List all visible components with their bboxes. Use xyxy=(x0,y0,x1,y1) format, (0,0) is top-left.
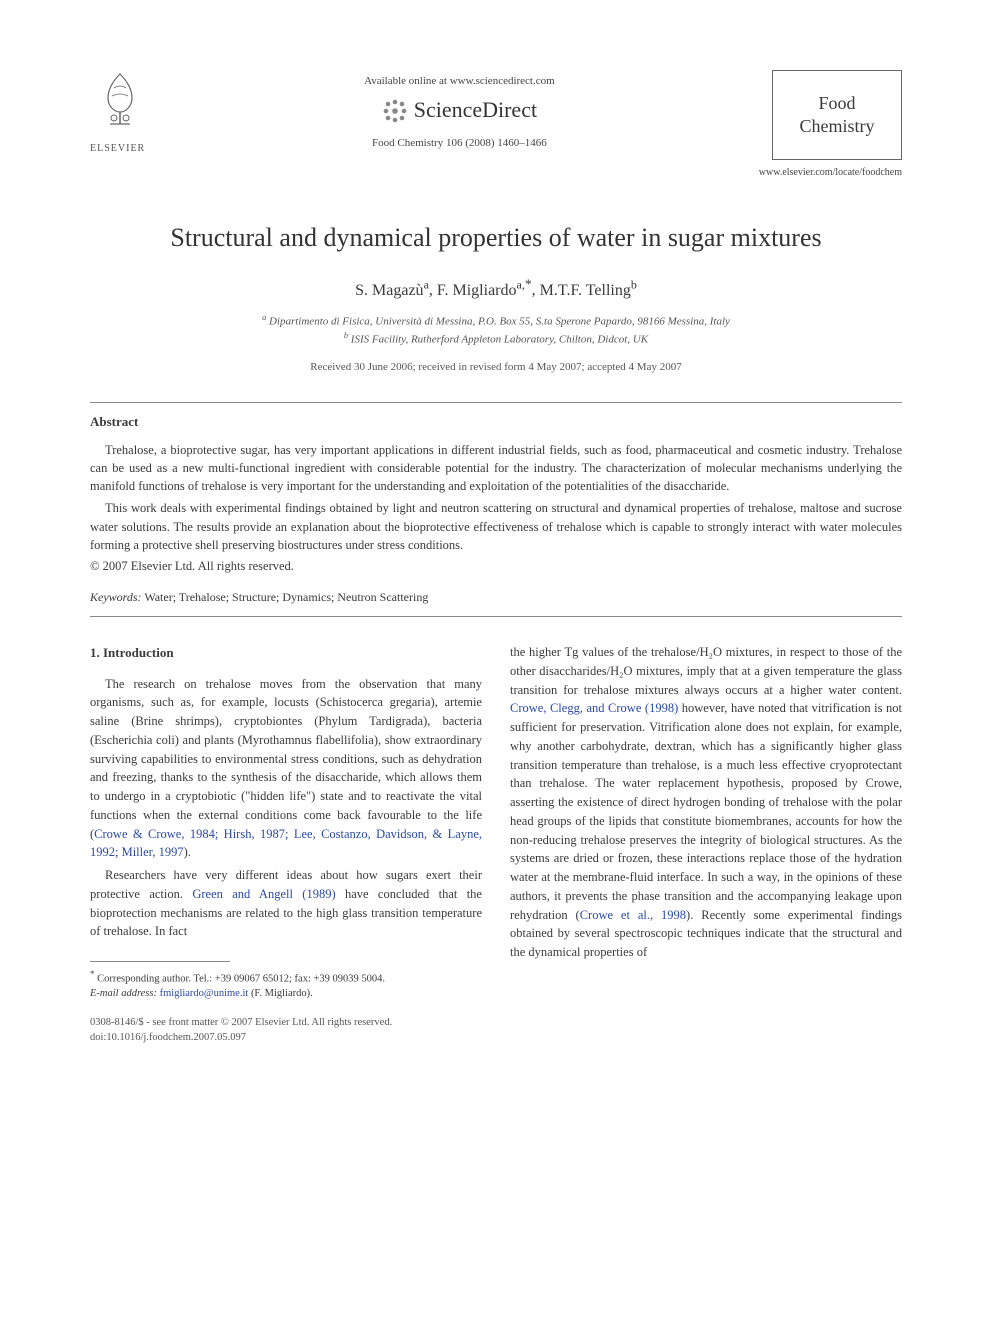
footnote-divider xyxy=(90,961,230,962)
sciencedirect-icon xyxy=(382,98,408,124)
keywords-line: Keywords: Water; Trehalose; Structure; D… xyxy=(90,589,902,606)
intro-paragraph-2: Researchers have very different ideas ab… xyxy=(90,866,482,941)
affiliation-b: b ISIS Facility, Rutherford Appleton Lab… xyxy=(90,330,902,348)
intro-paragraph-1: The research on trehalose moves from the… xyxy=(90,675,482,863)
header-right: Food Chemistry www.elsevier.com/locate/f… xyxy=(759,70,902,180)
sciencedirect-text: ScienceDirect xyxy=(414,95,537,126)
publisher-logo: ELSEVIER xyxy=(90,70,160,156)
article-dates: Received 30 June 2006; received in revis… xyxy=(90,360,902,375)
journal-url: www.elsevier.com/locate/foodchem xyxy=(759,166,902,180)
keywords-text: Water; Trehalose; Structure; Dynamics; N… xyxy=(142,590,429,604)
doi-text: doi:10.1016/j.foodchem.2007.05.097 xyxy=(90,1031,482,1046)
copyright-text: © 2007 Elsevier Ltd. All rights reserved… xyxy=(90,558,902,576)
sciencedirect-logo: ScienceDirect xyxy=(160,95,759,126)
journal-reference: Food Chemistry 106 (2008) 1460–1466 xyxy=(160,136,759,151)
citation-link[interactable]: Green and Angell (1989) xyxy=(192,887,335,901)
divider-bottom xyxy=(90,616,902,617)
left-column: 1. Introduction The research on trehalos… xyxy=(90,643,482,1045)
intro-paragraph-3: the higher Tg values of the trehalose/H₂… xyxy=(510,643,902,962)
keywords-label: Keywords: xyxy=(90,590,142,604)
corresponding-author-footnote: * Corresponding author. Tel.: +39 09067 … xyxy=(90,968,482,1002)
author-2: F. Migliardoa,* xyxy=(437,282,532,299)
email-link[interactable]: fmigliardo@unime.it xyxy=(160,988,249,999)
citation-link[interactable]: Crowe et al., 1998 xyxy=(580,908,686,922)
author-1: S. Magazùa xyxy=(355,282,429,299)
page-header: ELSEVIER Available online at www.science… xyxy=(90,70,902,180)
abstract-section: Abstract Trehalose, a bioprotective suga… xyxy=(90,413,902,575)
available-online-text: Available online at www.sciencedirect.co… xyxy=(160,74,759,89)
affiliations: a Dipartimento di Fisica, Università di … xyxy=(90,312,902,348)
citation-link[interactable]: Crowe & Crowe, 1984; Hirsh, 1987; Lee, C… xyxy=(90,827,482,860)
citation-link[interactable]: Crowe, Clegg, and Crowe (1998) xyxy=(510,701,678,715)
divider-top xyxy=(90,402,902,403)
journal-name-line1: Food xyxy=(773,92,901,115)
body-columns: 1. Introduction The research on trehalos… xyxy=(90,643,902,1045)
abstract-paragraph-1: Trehalose, a bioprotective sugar, has ve… xyxy=(90,441,902,495)
author-3: M.T.F. Tellingb xyxy=(540,282,637,299)
author-list: S. Magazùa, F. Migliardoa,*, M.T.F. Tell… xyxy=(90,274,902,302)
journal-name-line2: Chemistry xyxy=(773,115,901,138)
abstract-heading: Abstract xyxy=(90,413,902,431)
abstract-paragraph-2: This work deals with experimental findin… xyxy=(90,499,902,553)
elsevier-tree-icon xyxy=(90,70,150,140)
right-column: the higher Tg values of the trehalose/H₂… xyxy=(510,643,902,1045)
section-heading: 1. Introduction xyxy=(90,643,482,663)
header-center: Available online at www.sciencedirect.co… xyxy=(160,70,759,152)
journal-title-box: Food Chemistry xyxy=(772,70,902,160)
article-title: Structural and dynamical properties of w… xyxy=(90,220,902,256)
affiliation-a: a Dipartimento di Fisica, Università di … xyxy=(90,312,902,330)
footer-info: 0308-8146/$ - see front matter © 2007 El… xyxy=(90,1016,482,1045)
publisher-name: ELSEVIER xyxy=(90,142,160,156)
front-matter-text: 0308-8146/$ - see front matter © 2007 El… xyxy=(90,1016,482,1031)
